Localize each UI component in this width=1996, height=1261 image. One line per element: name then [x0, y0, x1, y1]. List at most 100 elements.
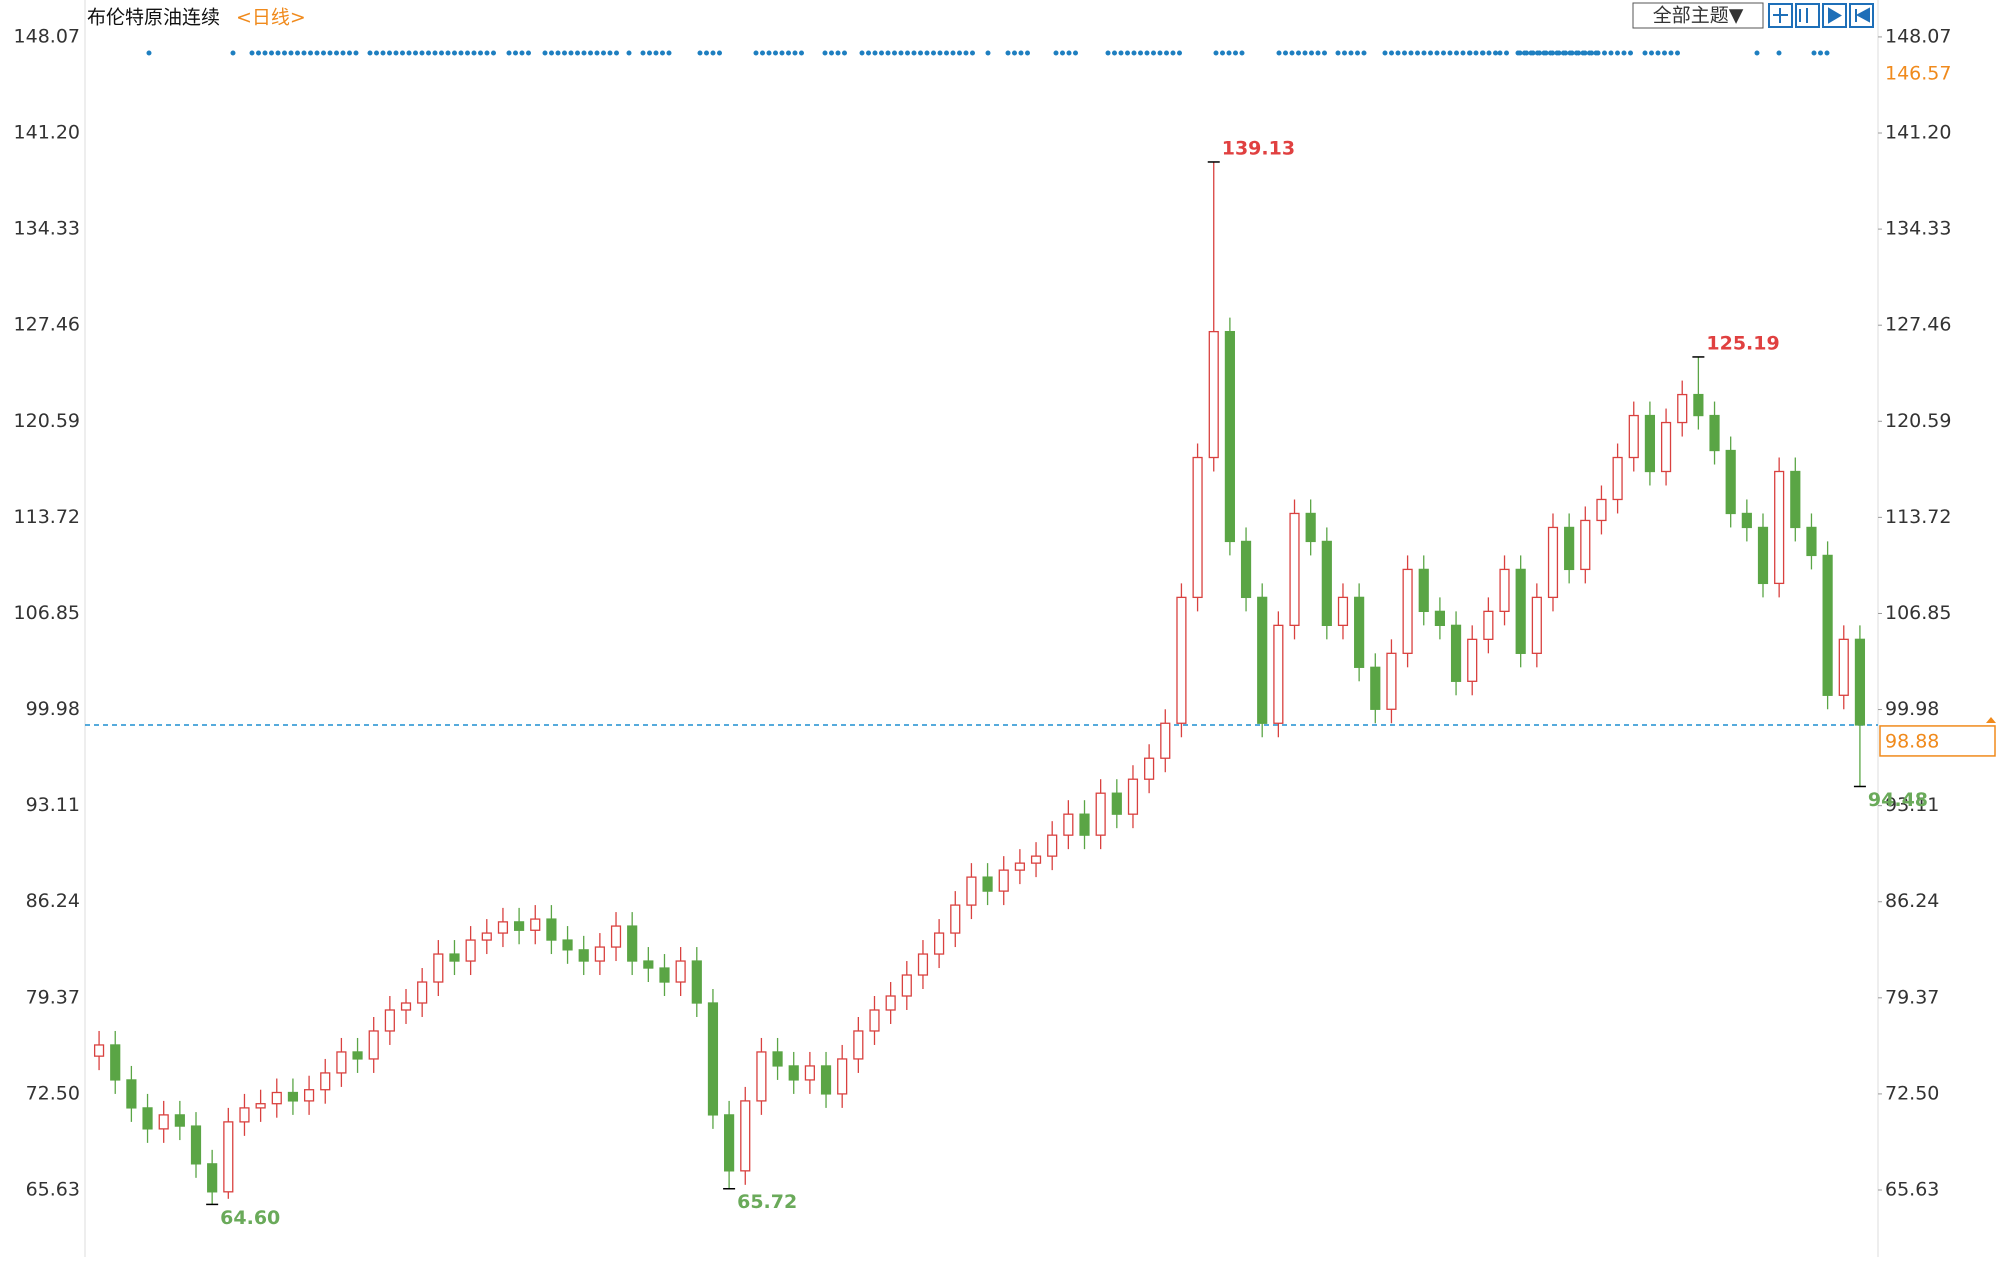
candle-body	[724, 1114, 735, 1172]
candle-body	[465, 939, 476, 962]
candle-body	[239, 1107, 250, 1123]
y-tick-label: 113.72	[14, 506, 80, 528]
candle-body	[1208, 330, 1219, 459]
candle-body	[514, 921, 525, 931]
candle-body	[820, 1065, 832, 1095]
candle-body	[158, 1114, 169, 1130]
candle-body	[1337, 596, 1349, 627]
candle-body	[610, 925, 622, 948]
candle-body	[707, 1002, 719, 1116]
candle-body	[837, 1058, 848, 1095]
y-tick-label: 120.59	[1885, 410, 1951, 432]
candle-body	[756, 1051, 767, 1102]
y-tick-label: 134.33	[1885, 218, 1951, 240]
candle-body	[1838, 638, 1849, 696]
candle-body	[1531, 596, 1542, 654]
y-tick-label: 72.50	[1885, 1082, 1939, 1104]
candle-body	[1176, 596, 1187, 724]
candle-body	[1725, 449, 1736, 515]
candle-body	[368, 1030, 379, 1060]
last-price-arrow	[1986, 716, 1996, 723]
y-tick-label: 127.46	[14, 314, 80, 336]
y-tick-label: 65.63	[1885, 1179, 1939, 1201]
extreme-label: 64.60	[220, 1207, 280, 1229]
candle-body	[1822, 554, 1833, 696]
candle-body	[1111, 792, 1122, 815]
y-tick-label: 86.24	[1885, 890, 1939, 912]
candle-body	[1402, 568, 1413, 654]
candle-body	[93, 1044, 105, 1057]
candle-body	[207, 1163, 218, 1193]
candle-body	[1160, 722, 1171, 759]
candle-body	[1547, 526, 1559, 599]
y-tick-label: 106.85	[14, 602, 80, 624]
candle-body	[1564, 526, 1575, 571]
candle-body	[1709, 414, 1720, 452]
candle-body	[691, 960, 702, 1004]
candle-body	[1450, 624, 1462, 682]
candle-body	[1467, 638, 1478, 682]
candle-body	[950, 904, 961, 934]
y-tick-label: 99.98	[26, 698, 80, 720]
candle-body	[481, 932, 492, 941]
candle-body	[174, 1114, 185, 1127]
candle-body	[1030, 855, 1042, 864]
candle-body	[1386, 652, 1397, 710]
candle-body	[497, 921, 509, 934]
y-tick-label: 141.20	[1885, 122, 1951, 144]
extreme-label: 125.19	[1706, 332, 1779, 354]
candle-body	[627, 925, 638, 962]
candle-body	[1757, 526, 1769, 585]
right-label: 146.57	[1885, 63, 1951, 85]
y-tick-label: 141.20	[14, 122, 80, 144]
candle-body	[1612, 456, 1623, 501]
y-tick-label: 86.24	[26, 890, 80, 912]
candle-body	[223, 1121, 234, 1193]
candle-body	[578, 949, 589, 962]
last-price-box	[1879, 725, 1996, 757]
y-tick-label: 106.85	[1885, 602, 1951, 624]
candle-body	[934, 932, 945, 955]
candle-body	[1014, 862, 1025, 871]
candle-body	[804, 1065, 815, 1081]
candle-body	[1806, 526, 1817, 557]
candle-body	[659, 967, 670, 983]
candle-body	[966, 876, 977, 906]
candle-body	[1144, 757, 1155, 780]
candle-body	[320, 1072, 331, 1091]
candle-body	[869, 1009, 880, 1032]
candle-body	[1240, 540, 1252, 599]
extreme-label: 139.13	[1222, 137, 1295, 159]
candle-body	[142, 1107, 153, 1130]
menu-button[interactable]	[1632, 2, 1764, 29]
menu-label[interactable]: 全部主题▼	[1653, 5, 1744, 27]
candle-body	[1774, 470, 1785, 585]
y-tick-label: 127.46	[1885, 314, 1951, 336]
candle-body	[384, 1009, 395, 1032]
candle-body	[562, 939, 573, 951]
candle-body	[1741, 512, 1752, 529]
y-tick-label: 113.72	[1885, 506, 1951, 528]
candle-body	[1289, 512, 1300, 627]
chart-subtitle: <日线>	[236, 7, 306, 29]
candle-body	[1693, 393, 1704, 417]
candle-body	[1677, 393, 1688, 424]
candle-body	[336, 1051, 347, 1074]
candle-body	[594, 946, 605, 962]
candle-body	[853, 1030, 864, 1060]
candle-body	[885, 995, 896, 1011]
candle-body	[982, 876, 993, 892]
candle-body	[190, 1125, 202, 1165]
candle-body	[1257, 596, 1268, 724]
chart-title: 布伦特原油连续	[87, 7, 220, 29]
candle-body	[1790, 470, 1801, 529]
candle-body	[1434, 610, 1445, 627]
y-tick-label: 93.11	[1885, 794, 1939, 816]
y-tick-label: 72.50	[26, 1082, 80, 1104]
extreme-label: 65.72	[737, 1191, 797, 1213]
candle-body	[1273, 624, 1284, 724]
candle-body	[1095, 792, 1106, 836]
candle-body	[1127, 778, 1139, 815]
candle-body	[1418, 568, 1429, 613]
